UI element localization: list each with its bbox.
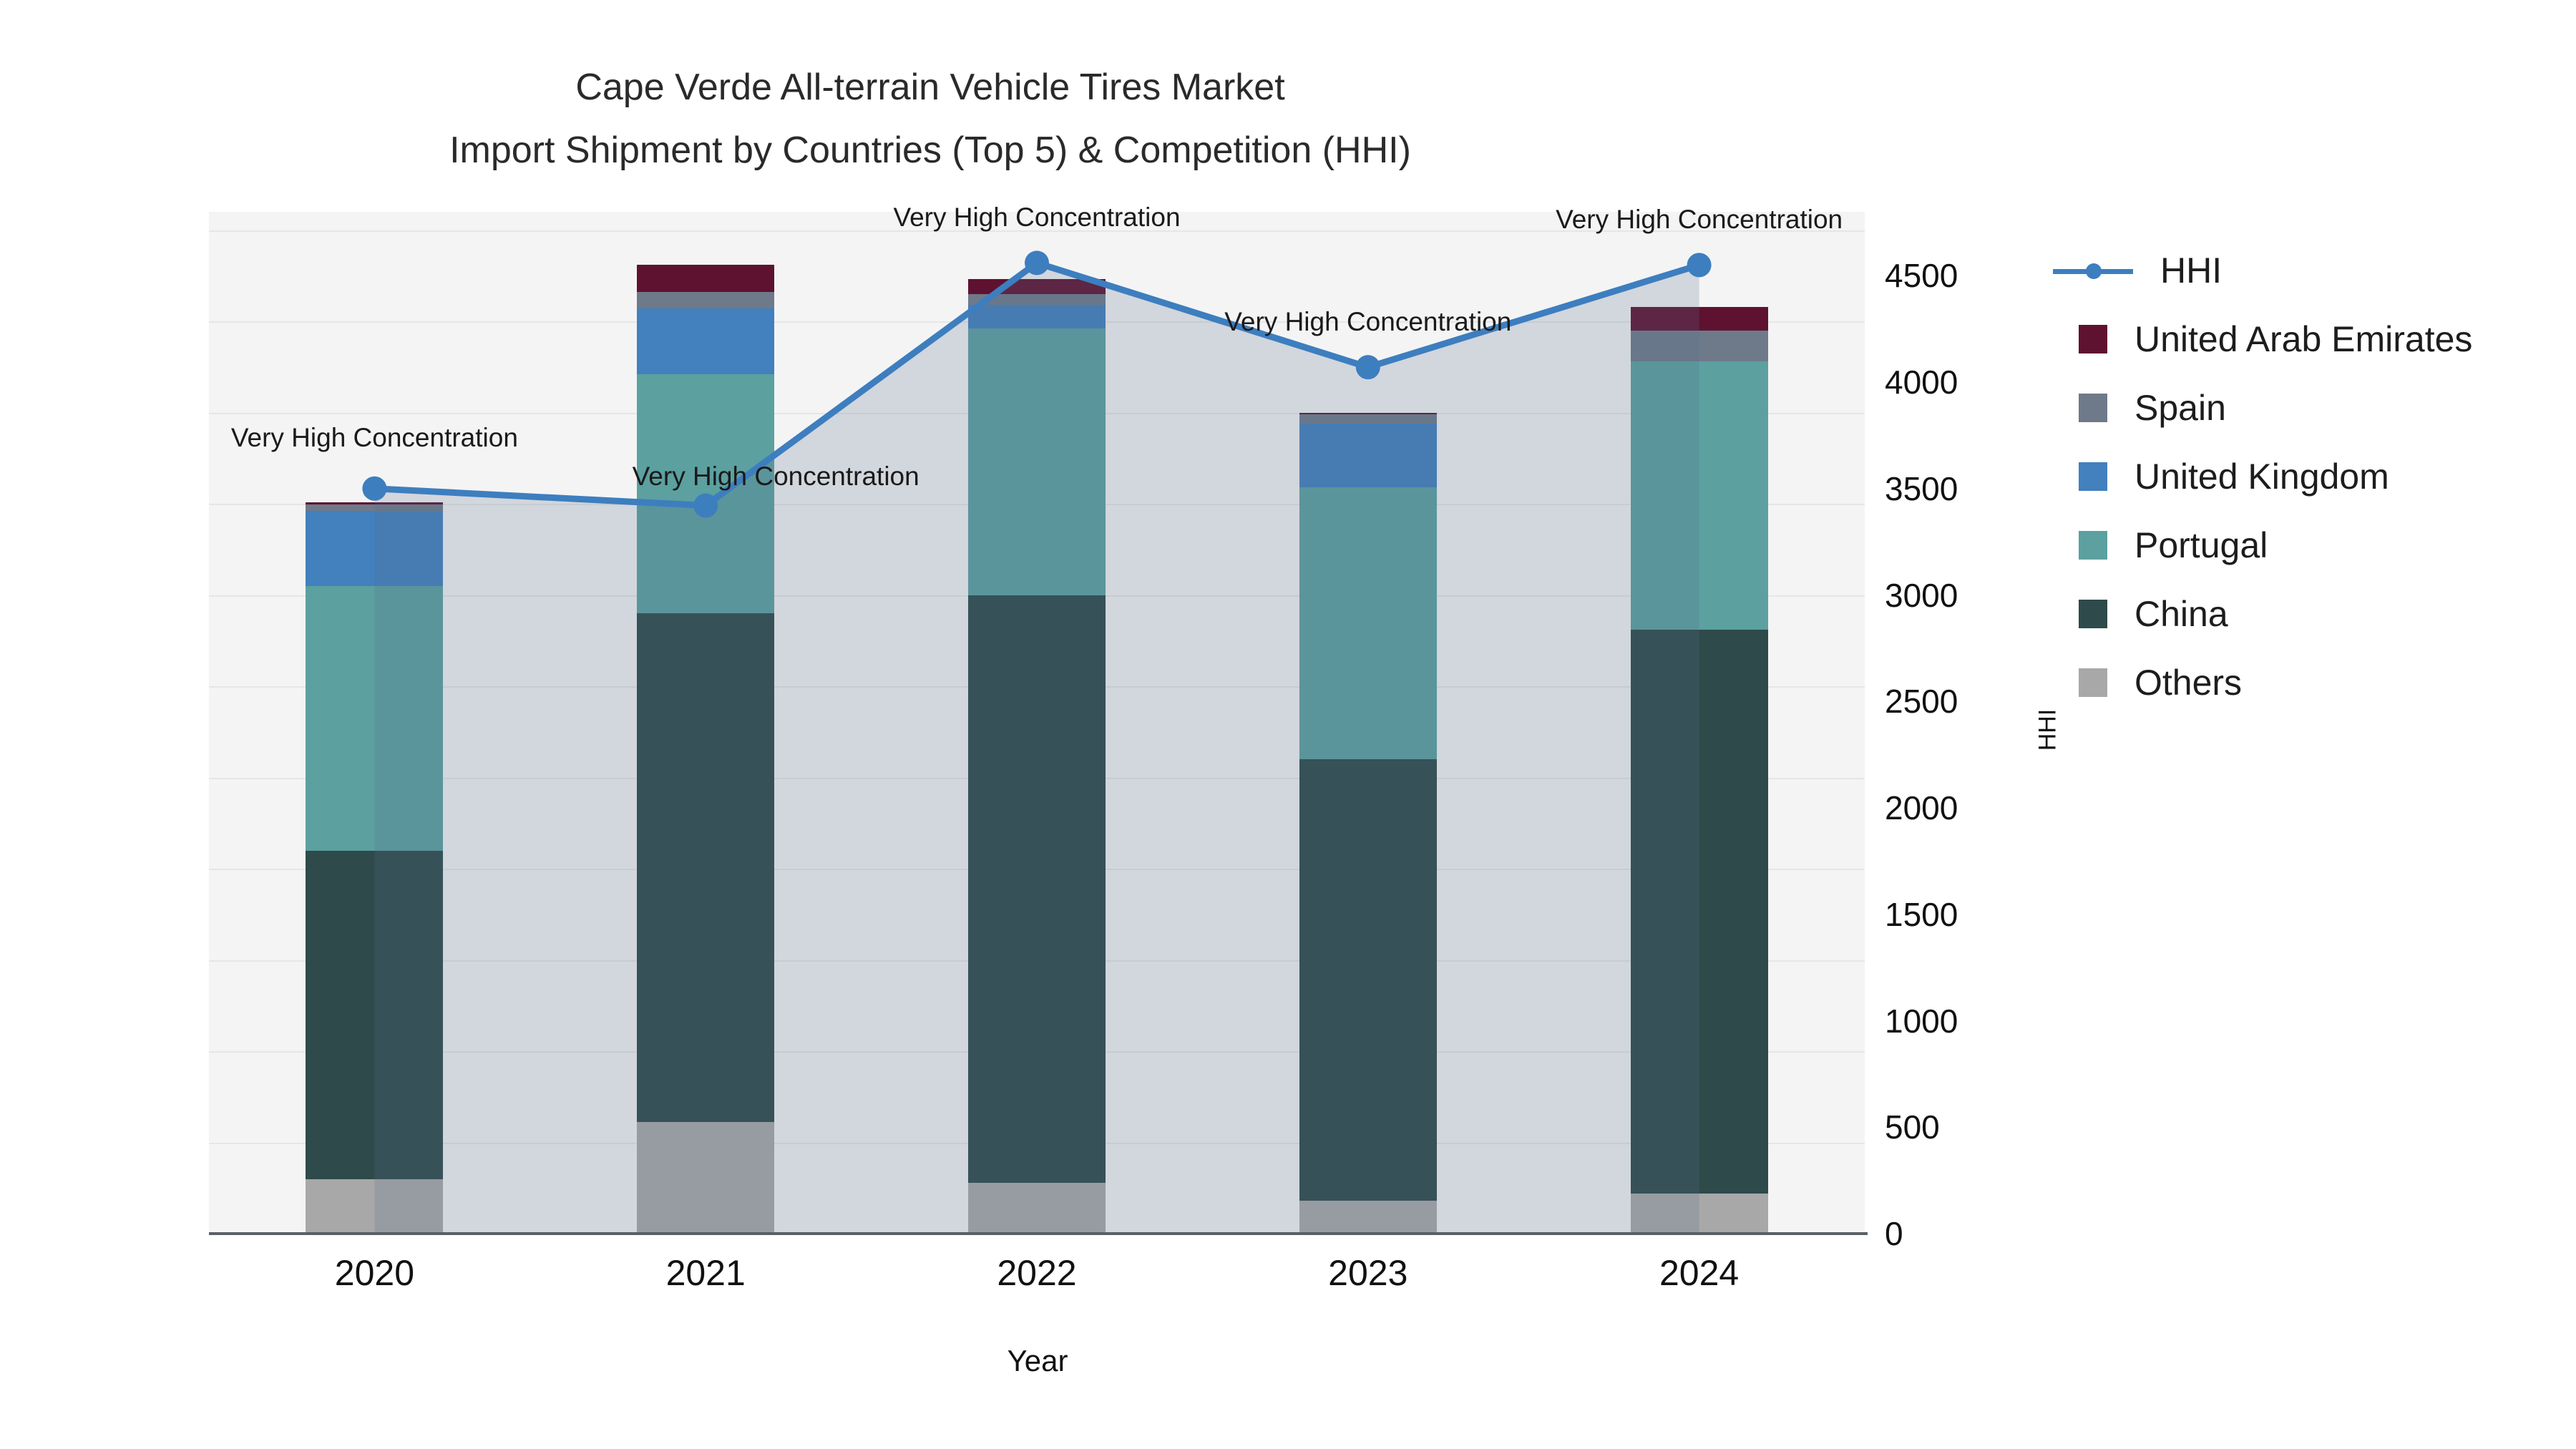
bar-segment-china[interactable] (1299, 759, 1437, 1201)
bar-stack-2020[interactable] (306, 212, 444, 1234)
x-axis-title: Year (1007, 1344, 1068, 1377)
hhi-annotation-2021: Very High Concentration (632, 461, 919, 491)
legend-item-label: HHI (2160, 250, 2223, 291)
bar-segment-others[interactable] (306, 1179, 444, 1234)
gridline (209, 230, 1865, 232)
bar-segment-united-arab-emirates[interactable] (306, 502, 444, 505)
y-axis-right-tick-label: 2000 (1885, 789, 1958, 826)
hhi-point-marker-2023[interactable] (1355, 355, 1380, 380)
legend-item-label: Others (2135, 663, 2243, 703)
bar-stack-2022[interactable] (968, 212, 1106, 1234)
bar-segment-china[interactable] (968, 595, 1106, 1183)
bar-segment-others[interactable] (1299, 1201, 1437, 1234)
y-axis-right-title: HHI (2034, 708, 2062, 751)
y-axis-right-tick-label: 0 (1885, 1215, 1903, 1252)
bar-segment-china[interactable] (306, 850, 444, 1179)
bar-segment-united-kingdom[interactable] (306, 511, 444, 586)
legend-item-label: Spain (2135, 388, 2226, 428)
chart-legend: HHI United Arab Emirates Spain United Kingd… (2053, 236, 2551, 717)
bar-stack-2021[interactable] (637, 212, 775, 1234)
hhi-line-layer (362, 250, 1712, 1234)
bar-stack-2024[interactable] (1630, 212, 1768, 1234)
legend-item-others[interactable]: Others (2079, 648, 2551, 717)
bar-segment-others[interactable] (637, 1122, 775, 1234)
y-axis-right-tick-label: 500 (1885, 1108, 1940, 1146)
x-axis-baseline (209, 1232, 1868, 1235)
bar-segment-portugal[interactable] (306, 585, 444, 851)
bar-segment-united-kingdom[interactable] (968, 305, 1106, 329)
bar-segment-portugal[interactable] (1630, 361, 1768, 630)
y-axis-right-tick-label: 3500 (1885, 469, 1958, 507)
hhi-annotation-2024: Very High Concentration (1556, 205, 1843, 235)
hhi-annotation-2023: Very High Concentration (1224, 307, 1512, 337)
color-swatch (2079, 531, 2107, 560)
bar-segment-united-kingdom[interactable] (1299, 423, 1437, 488)
bar-segment-spain[interactable] (968, 293, 1106, 306)
hhi-line-marker (2053, 256, 2133, 285)
bar-segment-others[interactable] (968, 1182, 1106, 1234)
hhi-point-marker-2020[interactable] (362, 476, 387, 501)
x-axis-tick-label: 2023 (1328, 1253, 1408, 1293)
y-axis-right-tick-label: 4500 (1885, 257, 1958, 295)
chart-title-line-1: Cape Verde All-terrain Vehicle Tires Mar… (575, 67, 1285, 108)
legend-item-label: United Kingdom (2135, 457, 2389, 497)
legend-item-united-arab-emirates[interactable]: United Arab Emirates (2079, 305, 2551, 374)
legend-item-united-kingdom[interactable]: United Kingdom (2079, 442, 2551, 511)
legend-item-label: Portugal (2135, 525, 2268, 565)
color-swatch (2079, 325, 2107, 353)
y-axis-right-tick-label: 1500 (1885, 895, 1958, 933)
y-axis-right-tick-label: 1000 (1885, 1002, 1958, 1040)
hhi-point-marker-2022[interactable] (1025, 250, 1049, 275)
y-axis-right-tick-label: 3000 (1885, 576, 1958, 614)
bar-segment-spain[interactable] (1630, 330, 1768, 362)
legend-item-china[interactable]: China (2079, 580, 2551, 648)
bar-segment-united-arab-emirates[interactable] (1630, 306, 1768, 331)
bar-segment-china[interactable] (1630, 629, 1768, 1194)
x-axis-tick-label: 2024 (1659, 1253, 1740, 1293)
bar-stack-2023[interactable] (1299, 212, 1437, 1234)
legend-item-hhi[interactable]: HHI (2053, 236, 2551, 305)
x-axis-tick-label: 2022 (997, 1253, 1077, 1293)
bar-segment-others[interactable] (1630, 1193, 1768, 1234)
bar-segment-portugal[interactable] (1299, 487, 1437, 759)
chart-title-block: Cape Verde All-terrain Vehicle Tires Mar… (0, 56, 1860, 182)
bar-segment-china[interactable] (637, 613, 775, 1123)
bar-segment-spain[interactable] (637, 292, 775, 309)
legend-item-portugal[interactable]: Portugal (2079, 511, 2551, 580)
legend-item-label: United Arab Emirates (2135, 319, 2473, 359)
hhi-point-marker-2021[interactable] (693, 493, 718, 518)
bar-segment-united-arab-emirates[interactable] (637, 264, 775, 293)
hhi-area-fill (374, 263, 1699, 1234)
hhi-annotation-2020: Very High Concentration (230, 422, 518, 452)
color-swatch (2079, 668, 2107, 697)
bar-segment-united-kingdom[interactable] (637, 308, 775, 374)
y-axis-right-tick-label: 4000 (1885, 364, 1958, 401)
x-axis-tick-label: 2020 (334, 1253, 414, 1293)
color-swatch (2079, 600, 2107, 628)
color-swatch (2079, 462, 2107, 491)
hhi-point-marker-2024[interactable] (1687, 253, 1712, 278)
color-swatch (2079, 394, 2107, 422)
bar-segment-spain[interactable] (306, 504, 444, 512)
chart-title-line-2: Import Shipment by Countries (Top 5) & C… (449, 130, 1411, 171)
hhi-annotation-2022: Very High Concentration (893, 203, 1181, 233)
bar-segment-united-arab-emirates[interactable] (1299, 412, 1437, 415)
legend-item-spain[interactable]: Spain (2079, 374, 2551, 442)
bar-segment-spain[interactable] (1299, 414, 1437, 424)
plot-area (209, 212, 1865, 1235)
bar-segment-portugal[interactable] (968, 328, 1106, 595)
legend-item-label: China (2135, 594, 2228, 634)
y-axis-right-tick-label: 2500 (1885, 683, 1958, 721)
x-axis-tick-label: 2021 (665, 1253, 746, 1293)
